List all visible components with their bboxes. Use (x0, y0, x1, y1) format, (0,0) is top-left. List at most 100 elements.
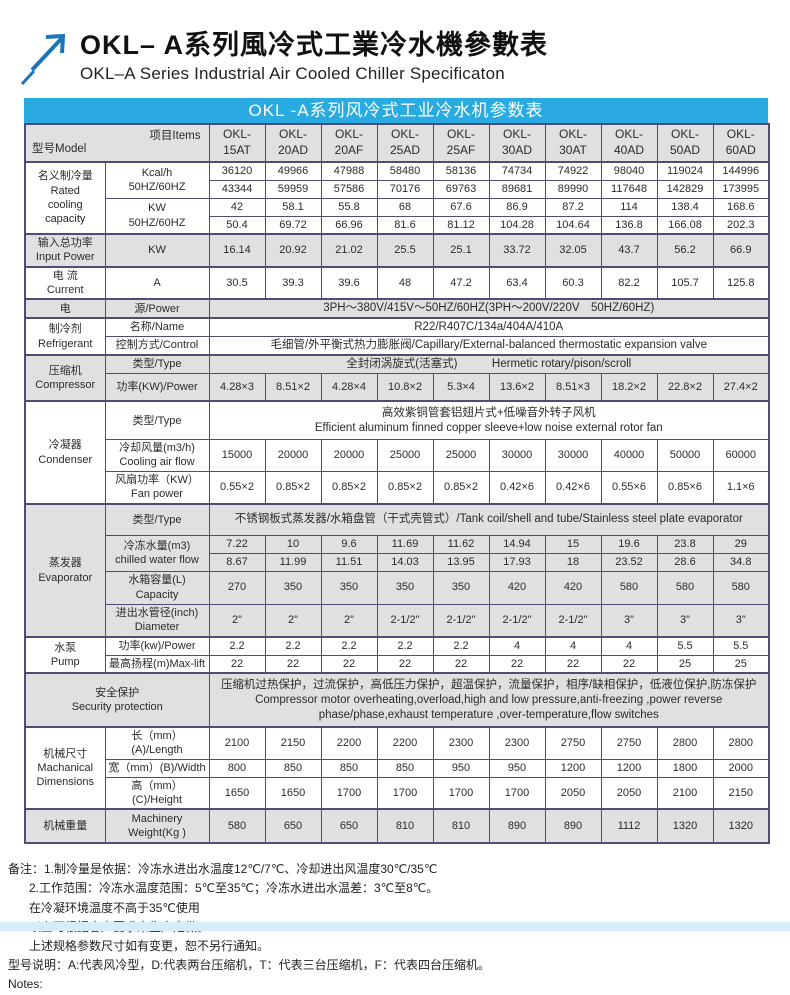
table-row: 机械尺寸 Machanical Dimensions 长（mm）(A)/Lengt… (24, 726, 770, 810)
item-label-cell: 控制方式/Control (104, 336, 210, 356)
value-cell: 20000 (320, 438, 378, 472)
value-cell: 1650 (208, 776, 266, 810)
value-cell: 13.6×2 (488, 372, 546, 402)
value-cell: 34.8 (712, 552, 770, 572)
value-cell: 11.69 (376, 534, 434, 554)
value-cell: 2-1/2" (488, 603, 546, 638)
item-label-cell: 名称/Name (104, 317, 210, 338)
value-cell: 2800 (656, 726, 714, 760)
table-row: 43344 59959 57586 70176 69763 89681 89990 11764… (25, 179, 770, 199)
value-cell: 810 (432, 808, 490, 844)
value-cell: 144996 (712, 161, 770, 181)
value-cell: 47988 (320, 161, 378, 181)
value-cell: 8.67 (208, 552, 266, 572)
corner-items-label: 项目Items (149, 130, 201, 142)
value-cell: 420 (544, 570, 602, 605)
value-cell: 81.12 (432, 215, 490, 235)
value-cell: 30000 (544, 438, 602, 472)
value-cell: 15000 (208, 438, 266, 472)
value-cell: 8.51×2 (264, 372, 322, 402)
corner-header-cell: 型号Model 项目Items (24, 123, 210, 163)
value-cell: 57586 (320, 179, 378, 199)
value-cell: 650 (264, 808, 322, 844)
value-cell: 166.08 (656, 215, 714, 235)
model-header-cell: OKL- 30AD (488, 123, 546, 163)
value-cell: 22.8×2 (656, 372, 714, 402)
value-cell: 0.85×6 (656, 470, 714, 505)
value-cell: 10.8×2 (376, 372, 434, 402)
arrow-up-right-icon (20, 30, 72, 86)
value-cell: 2200 (376, 726, 434, 760)
item-label-cell: 最高扬程(m)Max-lift (104, 654, 210, 674)
value-cell: 2-1/2" (376, 603, 434, 638)
value-cell: 2050 (544, 776, 602, 810)
value-cell: 30000 (488, 438, 546, 472)
group-label-cell: 机械尺寸 Machanical Dimensions (24, 726, 106, 810)
value-cell: 23.52 (600, 552, 658, 572)
table-row: 制冷剂 Refrigerant 名称/Name R22/R407C/134a/404… (24, 317, 770, 356)
model-header-cell: OKL- 15AT (208, 123, 266, 163)
value-cell: 350 (264, 570, 322, 605)
value-cell: 50.4 (208, 215, 266, 235)
span-value-cell: 压缩机过热保护，过流保护，高低压力保护，超温保护，流量保护，相序/缺相保护，低液… (208, 672, 770, 728)
value-cell: 202.3 (712, 215, 770, 235)
item-label-cell: 高（mm）(C)/Height (104, 776, 210, 810)
value-cell: 87.2 (544, 197, 602, 217)
item-label-cell: 冷却风量(m3/h) Cooling air flow (104, 438, 210, 472)
value-cell: 580 (656, 570, 714, 605)
value-cell: 28.6 (656, 552, 714, 572)
value-cell: 138.4 (656, 197, 714, 217)
value-cell: 5.3×4 (432, 372, 490, 402)
value-cell: 59959 (264, 179, 322, 199)
value-cell: 49966 (264, 161, 322, 181)
item-label-cell: 冷冻水量(m3) chilled water flow (104, 534, 210, 572)
value-cell: 11.62 (432, 534, 490, 554)
value-cell: 22 (376, 654, 434, 674)
value-cell: 63.4 (488, 265, 546, 300)
value-cell: 86.9 (488, 197, 546, 217)
value-cell: 2150 (712, 776, 770, 810)
value-cell: 18 (544, 552, 602, 572)
value-cell: 0.55×2 (208, 470, 266, 505)
table-row: 安全保护 Security protection 压缩机过热保护，过流保护，高低压… (24, 672, 770, 728)
table-row: 功率(KW)/Power 4.28×3 8.51×2 4.28×4 10.8×2 5.3×… (25, 372, 770, 402)
value-cell: 16.14 (208, 233, 266, 268)
page-subtitle: OKL–A Series Industrial Air Cooled Chill… (80, 64, 505, 84)
value-cell: 350 (432, 570, 490, 605)
corner-model-label: 型号Model (32, 143, 87, 156)
value-cell: 40000 (600, 438, 658, 472)
model-header-cell: OKL- 25AD (376, 123, 434, 163)
value-cell: 800 (208, 758, 266, 778)
value-cell: 22 (208, 654, 266, 674)
value-cell: 2" (208, 603, 266, 638)
group-label-cell: 输入总功率 Input Power (24, 233, 106, 268)
value-cell: 4.28×3 (208, 372, 266, 402)
table-row: 冷冻水量(m3) chilled water flow 7.22 10 9.6 11.6… (25, 534, 770, 572)
value-cell: 1.1×6 (712, 470, 770, 505)
span-value-cell: 3PH～380V/415V～50HZ/60HZ(3PH～200V/220V 50… (208, 298, 770, 319)
value-cell: 650 (320, 808, 378, 844)
value-cell: 60000 (712, 438, 770, 472)
value-cell: 48 (376, 265, 434, 300)
item-label-cell: 类型/Type (104, 400, 210, 440)
value-cell: 74734 (488, 161, 546, 181)
value-cell: 25000 (376, 438, 434, 472)
value-cell: 89681 (488, 179, 546, 199)
value-cell: 23.8 (656, 534, 714, 554)
value-cell: 22 (544, 654, 602, 674)
value-cell: 22 (432, 654, 490, 674)
value-cell: 60.3 (544, 265, 602, 300)
value-cell: 43344 (208, 179, 266, 199)
table-row: 蒸发器 Evaporator 类型/Type 不锈钢板式蒸发器/水箱盘管（干式壳管式… (24, 503, 770, 638)
value-cell: 125.8 (712, 265, 770, 300)
value-cell: 8.51×3 (544, 372, 602, 402)
value-cell: 2000 (712, 758, 770, 778)
value-cell: 21.02 (320, 233, 378, 268)
value-cell: 890 (544, 808, 602, 844)
value-cell: 69763 (432, 179, 490, 199)
value-cell: 2200 (320, 726, 378, 760)
value-cell: 580 (208, 808, 266, 844)
value-cell: 25 (656, 654, 714, 674)
item-label-cell: 类型/Type (104, 503, 210, 536)
value-cell: 68 (376, 197, 434, 217)
